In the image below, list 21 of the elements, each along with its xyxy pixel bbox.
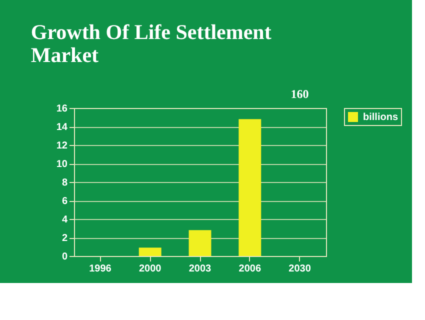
y-tick-label: 16	[56, 104, 68, 114]
x-tick-label: 2030	[288, 264, 312, 274]
text: 160	[290, 87, 309, 101]
y-tick-label: 6	[62, 196, 68, 207]
x-tick-label: 2000	[138, 264, 162, 274]
text: Growth Of Life Settlement	[30, 20, 272, 44]
text: Market	[30, 43, 99, 67]
y-tick-label: 0	[62, 252, 68, 262]
bar	[188, 230, 212, 256]
y-tick-label: 2	[62, 233, 68, 244]
legend-label: billions	[363, 112, 398, 123]
y-tick-label: 10	[56, 159, 68, 170]
x-tick-label: 1996	[89, 264, 112, 274]
bar	[138, 248, 162, 256]
x-tick-label: 2003	[188, 264, 212, 274]
y-tick-label: 12	[56, 140, 68, 152]
bar	[238, 119, 262, 256]
y-tick-label: 14	[56, 122, 68, 133]
y-tick-label: 4	[62, 214, 68, 226]
x-tick-label: 2006	[238, 264, 262, 274]
y-tick-label: 8	[62, 178, 68, 188]
